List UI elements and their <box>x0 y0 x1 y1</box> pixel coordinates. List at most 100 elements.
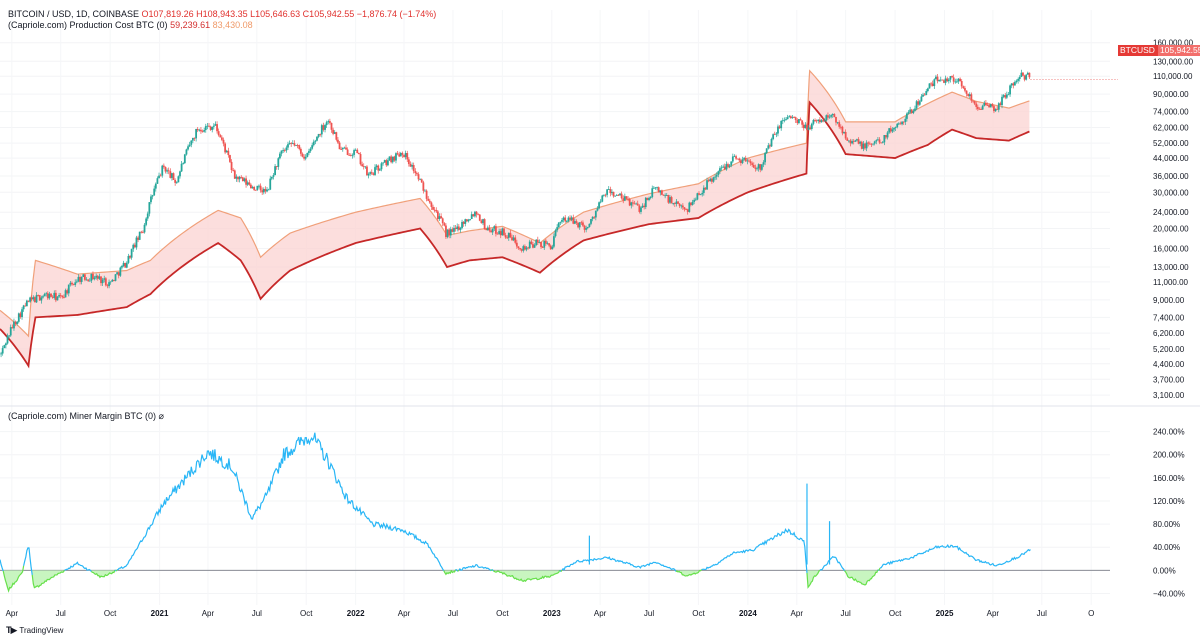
price-candle-body <box>549 245 552 250</box>
price-candle-body <box>111 279 114 282</box>
production-cost-legend[interactable]: (Capriole.com) Production Cost BTC (0) 5… <box>8 19 253 31</box>
margin-axis-tick-label: 160.00% <box>1153 474 1185 483</box>
price-candle-body <box>762 162 765 165</box>
price-candle-body <box>256 185 259 191</box>
price-candle-body <box>536 239 539 243</box>
price-candle-body <box>664 195 667 197</box>
price-candle-body <box>630 202 633 206</box>
price-candle-body <box>764 153 766 163</box>
price-candle-body <box>332 129 335 134</box>
price-candle-body <box>583 225 586 230</box>
price-candle-body <box>980 109 982 110</box>
price-candle-body <box>169 171 172 178</box>
price-candle-body <box>825 115 828 121</box>
margin-line-positive <box>819 555 846 572</box>
price-candle-body <box>533 244 536 248</box>
price-candle-body <box>411 165 413 167</box>
price-candle-body <box>880 142 883 144</box>
price-candle-body <box>324 125 326 130</box>
price-candle-body <box>556 227 559 231</box>
symbol-title[interactable]: BITCOIN / USD, 1D, COINBASE <box>8 9 140 19</box>
price-candle-body <box>644 197 647 208</box>
price-candle-body <box>25 300 28 307</box>
price-candle-body <box>304 156 307 159</box>
price-candle-body <box>870 143 873 145</box>
price-candle-body <box>506 237 509 239</box>
time-axis-tick-label: Apr <box>987 609 1000 618</box>
price-candle-body <box>146 213 149 219</box>
price-candle-body <box>661 190 663 195</box>
price-candle-body <box>277 158 280 167</box>
price-candle-body <box>467 219 470 222</box>
price-candle-body <box>535 239 538 245</box>
price-axis-tick-label: 110,000.00 <box>1153 72 1193 81</box>
price-candle-body <box>417 174 420 180</box>
margin-line-positive <box>561 556 677 572</box>
price-candle-body <box>1009 85 1011 95</box>
price-candle-body <box>32 297 35 300</box>
price-axis-tick-label: 160,000.00 <box>1153 39 1194 48</box>
price-candle-body <box>852 141 855 142</box>
price-candle-body <box>34 297 36 303</box>
price-candle-body <box>121 266 123 268</box>
price-candle-body <box>575 221 578 223</box>
price-candle-body <box>0 353 2 355</box>
price-candle-body <box>930 83 932 85</box>
price-candle-body <box>251 187 254 189</box>
price-candle-body <box>1018 76 1021 80</box>
price-candle-body <box>712 177 715 182</box>
price-candle-body <box>301 153 304 157</box>
time-axis-tick-label: Apr <box>398 609 411 618</box>
tradingview-icon: T▶ <box>6 625 17 635</box>
miner-margin-legend[interactable]: (Capriole.com) Miner Margin BTC (0) ⌀ <box>8 410 164 422</box>
price-candle-body <box>503 228 505 236</box>
price-candle-body <box>454 227 457 230</box>
price-candle-body <box>551 246 554 250</box>
price-candle-body <box>530 241 533 245</box>
price-candle-body <box>469 219 472 220</box>
price-candle-body <box>628 199 631 206</box>
price-candle-body <box>833 114 836 117</box>
tradingview-logo[interactable]: T▶ TradingView <box>6 625 63 636</box>
price-candle-body <box>425 190 428 199</box>
price-candle-body <box>312 141 315 146</box>
price-candle-body <box>383 160 386 163</box>
price-candle-body <box>349 155 352 156</box>
price-candle-body <box>743 157 746 160</box>
price-candle-body <box>37 295 40 296</box>
price-candle-body <box>997 103 1000 110</box>
price-candle-body <box>964 88 966 91</box>
price-candle-body <box>599 201 602 203</box>
price-candle-body <box>798 119 800 124</box>
price-candle-body <box>40 297 43 301</box>
price-candle-body <box>907 112 910 114</box>
price-candle-body <box>83 274 86 280</box>
price-candle-body <box>562 217 565 221</box>
price-candle-body <box>248 182 251 185</box>
price-candle-body <box>962 86 965 89</box>
price-candle-body <box>67 284 70 294</box>
price-candle-body <box>593 216 596 218</box>
price-candle-body <box>843 131 845 134</box>
price-candle-body <box>865 142 868 149</box>
price-axis-tick-label: 20,000.00 <box>1153 225 1189 234</box>
price-candle-body <box>298 145 301 149</box>
ohlc-values: O107,819.26 H108,943.35 L105,646.63 C105… <box>141 9 437 19</box>
margin-line-positive <box>23 547 33 576</box>
price-candle-body <box>517 246 520 249</box>
price-candle-body <box>1028 72 1031 78</box>
price-candle-body <box>398 154 401 157</box>
price-candle-body <box>424 190 426 192</box>
price-candle-body <box>783 119 786 121</box>
price-candle-body <box>203 130 206 132</box>
price-candle-body <box>30 297 33 300</box>
source-code-icon[interactable]: ⌀ <box>158 411 164 421</box>
price-candle-body <box>733 156 736 158</box>
price-candle-body <box>538 241 541 243</box>
price-candle-body <box>445 225 447 238</box>
price-candle-body <box>817 119 820 121</box>
price-candle-body <box>61 295 64 298</box>
price-axis-tick-label: 7,400.00 <box>1153 313 1185 322</box>
price-candle-body <box>440 216 442 219</box>
time-axis-tick-label: Oct <box>889 609 902 618</box>
